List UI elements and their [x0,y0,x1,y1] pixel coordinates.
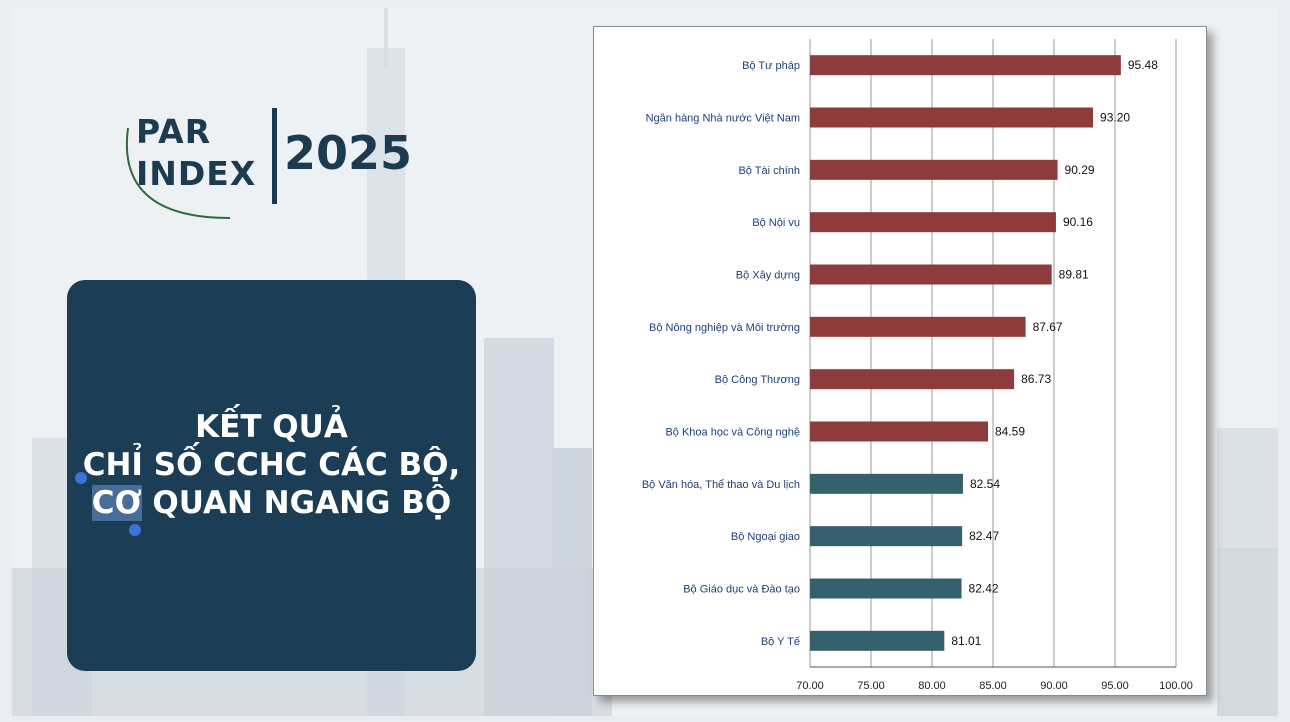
bar-chart-panel: 70.00 75.00 80.00 85.00 90.00 95.00 100.00 95.4… [593,26,1207,696]
bar-value-label: 86.73 [1021,372,1051,386]
bar-value-label: 87.67 [1033,320,1063,334]
category-label: Bộ Văn hóa, Thể thao và Du lịch [642,479,800,491]
title-card: KẾT QUẢ CHỈ SỐ CCHC CÁC BỘ, CƠ QUAN NGAN… [67,280,476,671]
bar-value-label: 90.16 [1063,215,1093,229]
logo-divider [272,108,277,204]
category-label: Bộ Xây dựng [736,270,800,282]
bar [810,55,1121,76]
bar [810,421,988,442]
x-tick-label: 80.00 [918,680,946,692]
bar-value-label: 93.20 [1100,111,1130,125]
selection-end-handle[interactable] [129,524,141,536]
x-tick-label: 70.00 [796,680,824,692]
bar [810,264,1052,285]
category-label: Bộ Khoa học và Công nghệ [665,427,800,439]
par-index-logo: PAR INDEX 2025 [118,106,418,226]
title-line-1: KẾT QUẢ [195,409,348,445]
bar-value-label: 84.59 [995,425,1025,439]
category-label: Bộ Công Thương [715,374,800,386]
x-tick-label: 75.00 [857,680,885,692]
bar [810,526,963,547]
bar-value-label: 90.29 [1065,163,1095,177]
logo-year: 2025 [284,126,413,180]
bar-chart: 70.00 75.00 80.00 85.00 90.00 95.00 100.00 95.4… [642,39,1193,692]
title-text-box[interactable]: KẾT QUẢ CHỈ SỐ CCHC CÁC BỘ, CƠ QUAN NGAN… [67,408,476,522]
bar-value-label: 82.54 [970,477,1000,491]
bar [810,316,1026,337]
bar [810,630,945,651]
x-tick-label: 95.00 [1101,680,1129,692]
x-tick-label: 85.00 [979,680,1007,692]
bar [810,578,962,599]
title-line-3: CƠ QUAN NGANG BỘ [67,484,476,522]
selection-start-handle[interactable] [75,472,87,484]
bar [810,107,1094,128]
bar [810,369,1015,390]
category-label: Ngân hàng Nhà nước Việt Nam [646,113,800,125]
bar-value-label: 81.01 [951,634,981,648]
bar [810,473,963,494]
logo-par-text: PAR [136,112,212,151]
bar-value-label: 82.42 [969,582,999,596]
x-tick-label: 90.00 [1040,680,1068,692]
category-label: Bộ Ngoại giao [731,531,800,543]
bar-value-label: 89.81 [1059,268,1089,282]
category-label: Bộ Nông nghiệp và Môi trường [649,322,800,334]
selected-text[interactable]: CƠ [91,485,142,521]
logo-arc-icon [125,127,231,219]
x-tick-label: 100.00 [1159,680,1193,692]
title-line-2: CHỈ SỐ CCHC CÁC BỘ, [82,447,461,483]
category-label: Bộ Nội vụ [752,217,800,229]
category-label: Bộ Y Tế [761,636,800,648]
logo-index-text: INDEX [136,154,257,193]
bar [810,159,1058,180]
bar-value-label: 82.47 [969,529,999,543]
bar-value-label: 95.48 [1128,58,1158,72]
category-label: Bộ Tư pháp [742,60,800,72]
title-line-3-rest: QUAN NGANG BỘ [141,485,452,521]
category-label: Bộ Tài chính [738,165,800,177]
category-label: Bộ Giáo dục và Đào tạo [683,584,800,596]
bar [810,212,1056,233]
